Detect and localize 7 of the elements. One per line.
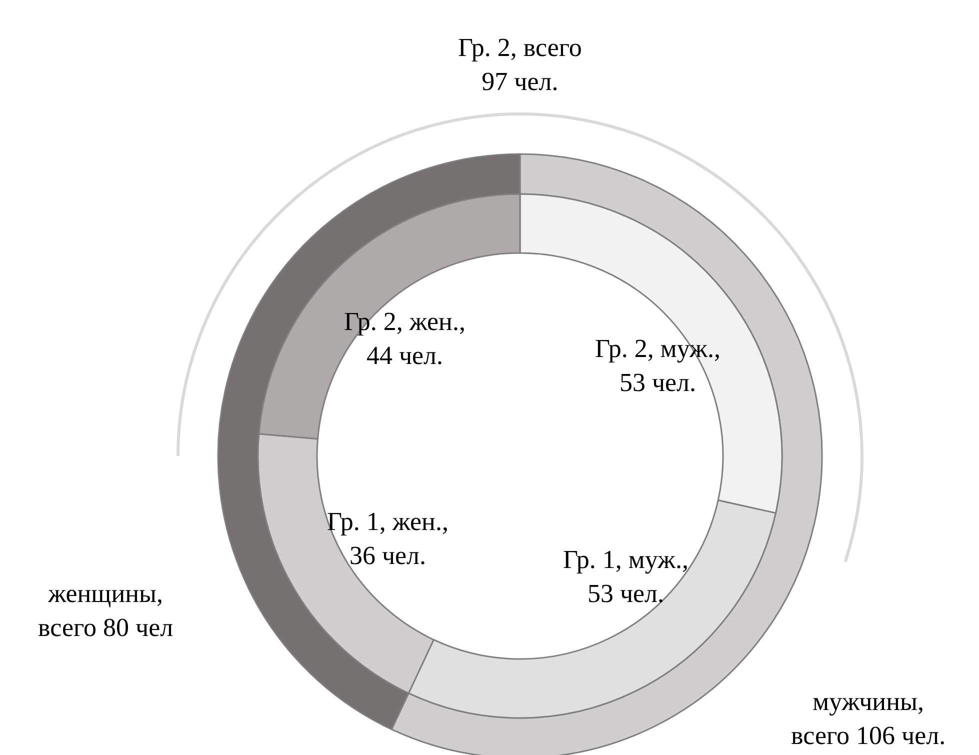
data-label: Гр. 2, жен., 44 чел. (344, 307, 466, 370)
data-label: Гр. 1, муж., 53 чел. (563, 545, 688, 608)
data-label: женщины, всего 80 чел (38, 579, 174, 642)
text: Гр. 2, всего 97 чел. (458, 33, 582, 96)
data-label: Гр. 1, жен., 36 чел. (327, 507, 448, 570)
data-label: Гр. 2, муж., 53 чел. (595, 334, 720, 397)
data-label: мужчины, всего 106 чел. (791, 687, 946, 750)
